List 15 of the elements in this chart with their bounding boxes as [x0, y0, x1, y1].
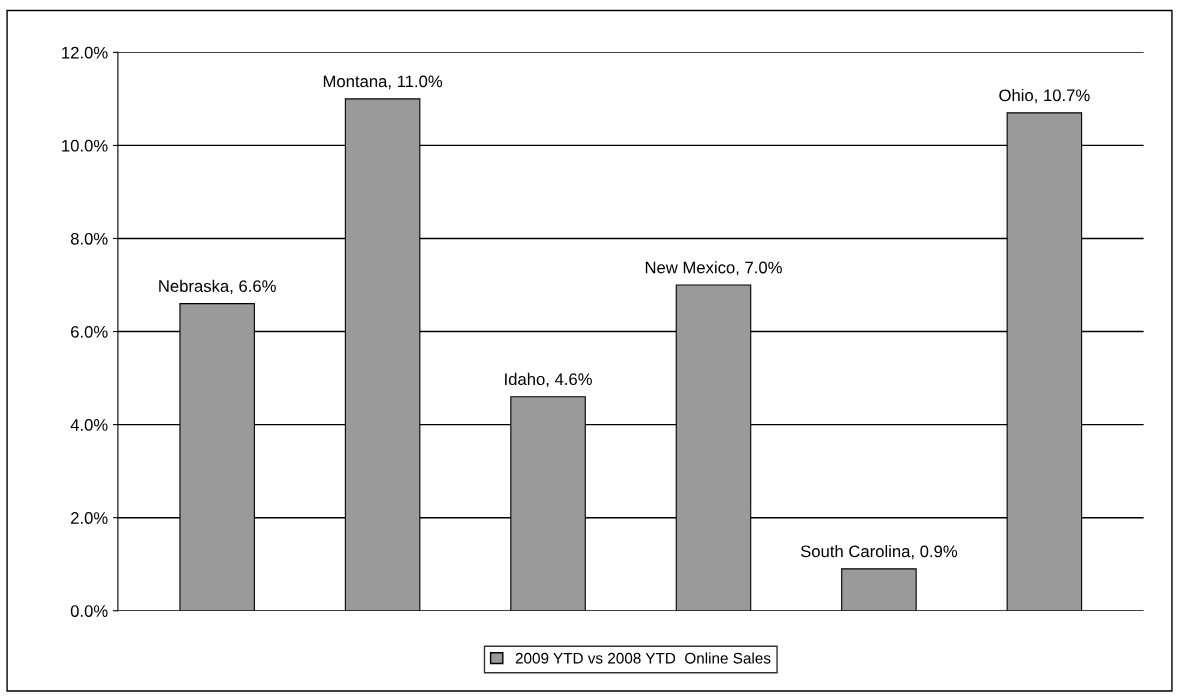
data-label: Nebraska, 6.6% [159, 279, 276, 294]
y-tick-label: 2.0% [71, 512, 108, 524]
data-label: Idaho, 4.6% [505, 372, 592, 388]
bar [841, 568, 917, 611]
y-tick-label: 8.0% [70, 232, 108, 245]
y-tick-label: 4.0% [70, 419, 108, 431]
y-tick-label: 10.0% [62, 139, 108, 152]
data-label: Ohio, 10.7% [999, 88, 1090, 104]
y-tick-label: 0.0% [70, 605, 108, 617]
y-tick-label: 12.0% [62, 46, 108, 59]
data-label: Montana, 11.0% [323, 75, 443, 90]
legend-label: 2009 YTD vs 2008 YTD Online Sales [515, 652, 771, 664]
data-label: New Mexico, 7.0% [645, 261, 782, 276]
data-label: South Carolina, 0.9% [800, 545, 958, 560]
y-tick-label: 6.0% [71, 325, 108, 338]
